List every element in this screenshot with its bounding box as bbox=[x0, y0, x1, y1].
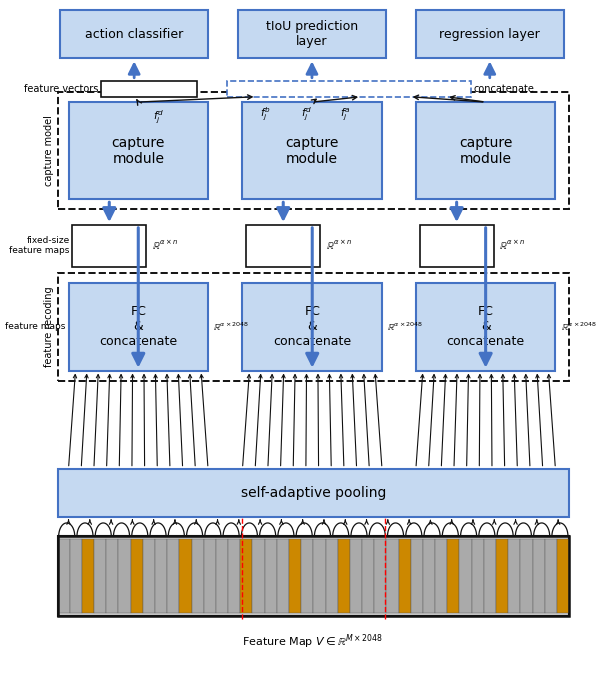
Bar bbox=[545, 539, 557, 613]
Text: $\mathbb{R}^{\alpha \times n}$: $\mathbb{R}^{\alpha \times n}$ bbox=[152, 239, 178, 252]
Bar bbox=[167, 539, 179, 613]
Text: regression layer: regression layer bbox=[439, 28, 540, 41]
Bar bbox=[70, 539, 82, 613]
Bar bbox=[143, 539, 155, 613]
Bar bbox=[374, 539, 386, 613]
Bar bbox=[301, 539, 313, 613]
Bar bbox=[60, 10, 208, 59]
Bar bbox=[484, 539, 496, 613]
Text: fixed-size
feature maps: fixed-size feature maps bbox=[9, 236, 70, 255]
Text: self-adaptive pooling: self-adaptive pooling bbox=[241, 486, 386, 499]
Bar bbox=[246, 225, 320, 266]
Text: capture
module: capture module bbox=[111, 135, 165, 166]
Text: feature recoding: feature recoding bbox=[45, 286, 54, 367]
Text: capture model: capture model bbox=[45, 115, 54, 186]
Bar bbox=[435, 539, 447, 613]
Text: $\mathbb{R}^{\alpha \times 2048}$: $\mathbb{R}^{\alpha \times 2048}$ bbox=[561, 321, 597, 333]
Bar bbox=[386, 539, 399, 613]
Bar bbox=[58, 539, 70, 613]
Bar bbox=[58, 92, 569, 210]
Bar bbox=[216, 539, 228, 613]
Bar bbox=[416, 10, 563, 59]
Bar bbox=[131, 539, 143, 613]
Bar bbox=[238, 10, 386, 59]
Bar bbox=[58, 537, 569, 615]
Text: FC
&
concatenate: FC & concatenate bbox=[99, 305, 178, 348]
Bar bbox=[533, 539, 545, 613]
Text: $f_j^d$: $f_j^d$ bbox=[301, 106, 312, 123]
Bar bbox=[362, 539, 374, 613]
Bar bbox=[101, 81, 197, 96]
Bar bbox=[155, 539, 167, 613]
Bar bbox=[338, 539, 350, 613]
Bar bbox=[313, 539, 326, 613]
Bar bbox=[82, 539, 94, 613]
Bar bbox=[119, 539, 131, 613]
Text: concatenate: concatenate bbox=[473, 84, 534, 94]
Bar bbox=[228, 539, 240, 613]
Text: $\mathbb{R}^{\alpha \times n}$: $\mathbb{R}^{\alpha \times n}$ bbox=[326, 239, 352, 252]
Text: capture
module: capture module bbox=[459, 135, 512, 166]
Bar bbox=[72, 225, 146, 266]
Text: $\mathbb{R}^{\alpha \times n}$: $\mathbb{R}^{\alpha \times n}$ bbox=[499, 239, 525, 252]
Bar bbox=[508, 539, 520, 613]
Bar bbox=[243, 283, 382, 371]
Text: FC
&
concatenate: FC & concatenate bbox=[447, 305, 525, 348]
Bar bbox=[416, 102, 556, 200]
Bar bbox=[252, 539, 265, 613]
Bar bbox=[459, 539, 471, 613]
Bar bbox=[447, 539, 459, 613]
Bar bbox=[240, 539, 252, 613]
Text: FC
&
concatenate: FC & concatenate bbox=[273, 305, 352, 348]
Bar bbox=[58, 537, 569, 615]
Bar bbox=[107, 539, 119, 613]
Text: tIoU prediction
layer: tIoU prediction layer bbox=[266, 20, 358, 49]
Bar bbox=[471, 539, 484, 613]
Bar bbox=[399, 539, 411, 613]
Text: Feature Map $V \in \mathbb{R}^{M \times 2048}$: Feature Map $V \in \mathbb{R}^{M \times … bbox=[241, 632, 382, 651]
Text: $\mathbb{R}^{\alpha \times 2048}$: $\mathbb{R}^{\alpha \times 2048}$ bbox=[214, 321, 250, 333]
Bar bbox=[326, 539, 338, 613]
Bar bbox=[411, 539, 423, 613]
Text: feature maps: feature maps bbox=[5, 322, 66, 332]
Bar bbox=[496, 539, 508, 613]
Text: $f_j^b$: $f_j^b$ bbox=[260, 106, 271, 123]
Bar bbox=[69, 283, 208, 371]
Text: action classifier: action classifier bbox=[85, 28, 183, 41]
Bar bbox=[520, 539, 533, 613]
Text: $\mathbb{R}^{\alpha \times 2048}$: $\mathbb{R}^{\alpha \times 2048}$ bbox=[388, 321, 424, 333]
Bar bbox=[289, 539, 301, 613]
Bar bbox=[58, 273, 569, 381]
Text: capture
module: capture module bbox=[285, 135, 339, 166]
Bar bbox=[423, 539, 435, 613]
Bar bbox=[227, 81, 471, 96]
Bar bbox=[277, 539, 289, 613]
Text: $f_j^a$: $f_j^a$ bbox=[340, 106, 350, 122]
Bar bbox=[265, 539, 277, 613]
Text: $f_j^d$: $f_j^d$ bbox=[154, 109, 164, 126]
Text: feature vectors: feature vectors bbox=[24, 84, 99, 94]
Bar bbox=[416, 283, 556, 371]
Bar bbox=[350, 539, 362, 613]
Bar bbox=[191, 539, 203, 613]
Bar bbox=[58, 468, 569, 517]
Bar bbox=[179, 539, 191, 613]
Bar bbox=[69, 102, 208, 200]
Bar bbox=[420, 225, 494, 266]
Bar bbox=[203, 539, 216, 613]
Bar bbox=[557, 539, 569, 613]
Bar bbox=[243, 102, 382, 200]
Bar bbox=[94, 539, 107, 613]
